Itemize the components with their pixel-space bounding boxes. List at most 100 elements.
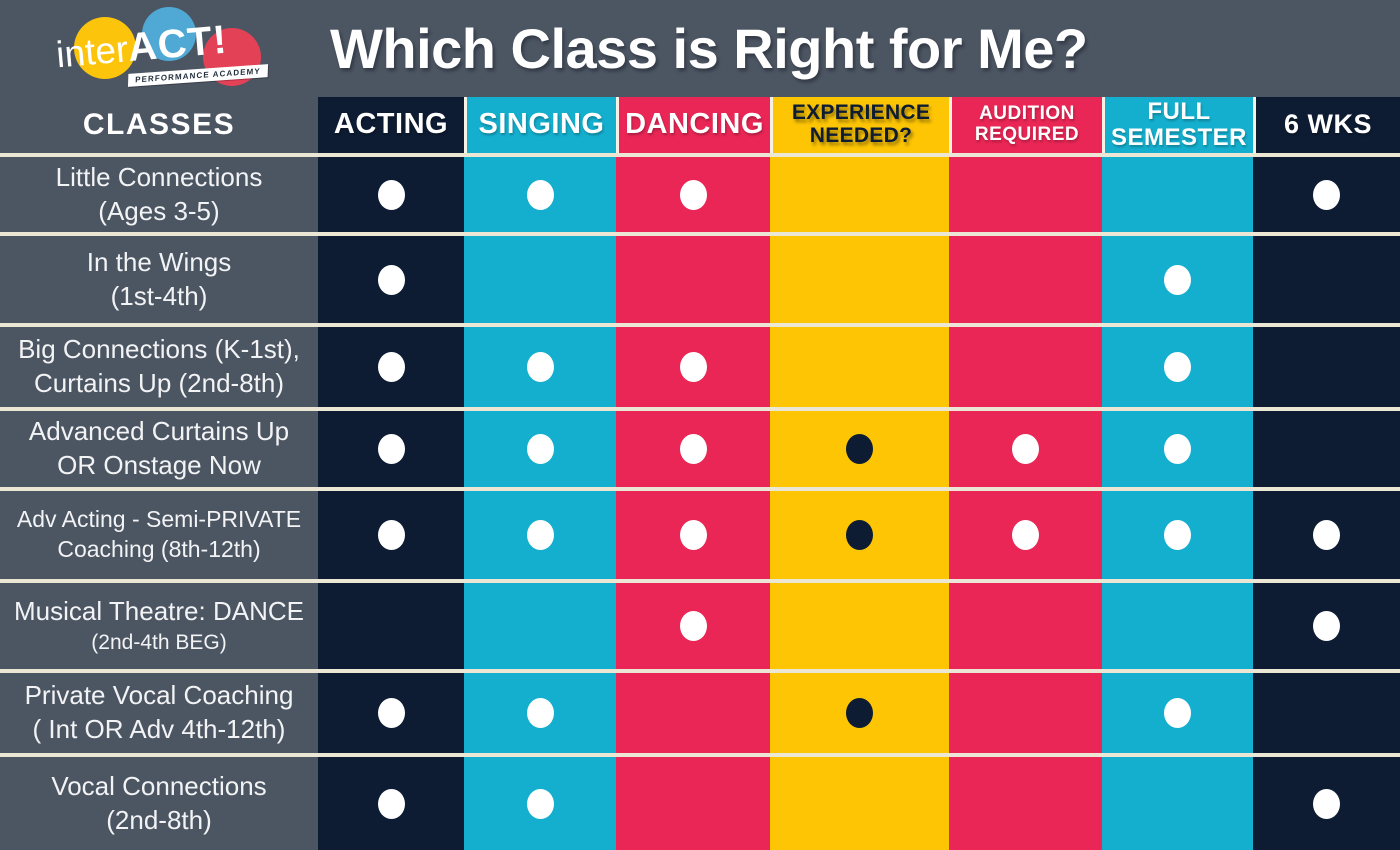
mark-cell-audition [949,753,1102,850]
column-header-label: DANCING [625,108,764,141]
mark-cell-six_weeks [1253,407,1400,487]
mark-cell-experience [770,232,949,323]
column-header-label: ACTING [333,108,449,141]
mark-cell-singing [464,579,616,669]
class-detail: Curtains Up (2nd-8th) [34,368,284,398]
white-dot [526,698,554,728]
class-name: Private Vocal Coaching [24,680,294,711]
logo-blue-circle [142,7,196,61]
mark-cell-experience [770,407,949,487]
column-header-experience: EXPERIENCE NEEDED? [770,97,949,153]
mark-cell-dancing [616,579,770,669]
column-header-label: AUDITION REQUIRED [974,103,1080,145]
mark-cell-six_weeks [1253,753,1400,850]
column-header-label: SINGING [478,108,605,141]
mark-cell-audition [949,579,1102,669]
class-name: Vocal Connections [51,770,267,801]
row-label: Private Vocal Coaching( Int OR Adv 4th-1… [0,669,318,753]
column-header-singing: SINGING [464,97,616,153]
white-dot [526,788,554,819]
mark-cell-audition [949,232,1102,323]
column-header-acting: ACTING [318,97,464,153]
class-name: Big Connections (K-1st), [18,334,300,365]
white-dot [526,179,554,210]
row-label: Vocal Connections (2nd-8th) [0,753,318,850]
mark-cell-singing [464,323,616,407]
white-dot [1313,611,1340,641]
class-detail: OR Onstage Now [57,450,261,480]
mark-cell-acting [318,669,464,753]
dark-dot [846,434,873,464]
mark-cell-singing [464,753,616,850]
mark-cell-six_weeks [1253,153,1400,232]
white-dot [1012,434,1039,464]
class-comparison-table: CLASSES ACTING SINGING DANCING EXPERIENCE NE… [0,97,1400,850]
white-dot [1313,788,1340,819]
interact-logo: interACT! PERFORMANCE ACADEMY [52,3,277,95]
mark-cell-dancing [616,669,770,753]
white-dot [1313,520,1340,550]
mark-cell-experience [770,669,949,753]
class-name: Advanced Curtains Up [28,416,290,447]
mark-cell-singing [464,407,616,487]
white-dot [526,520,554,550]
mark-cell-singing [464,153,616,232]
white-dot [1164,264,1191,295]
white-dot [679,179,707,210]
mark-cell-singing [464,669,616,753]
white-dot [526,352,554,382]
white-dot [679,611,707,641]
mark-cell-audition [949,407,1102,487]
white-dot [679,520,707,550]
mark-cell-acting [318,487,464,579]
mark-cell-full_semester [1102,232,1253,323]
mark-cell-audition [949,153,1102,232]
white-dot [377,179,405,210]
logo-text-inter: inter [54,28,130,76]
mark-cell-full_semester [1102,669,1253,753]
class-detail: (1st-4th) [110,280,208,311]
white-dot [377,698,405,728]
mark-cell-audition [949,669,1102,753]
class-name: Musical Theatre: DANCE [14,596,304,627]
mark-cell-six_weeks [1253,232,1400,323]
class-detail: (2nd-4th BEG) [91,631,227,655]
mark-cell-full_semester [1102,753,1253,850]
white-dot [1164,352,1191,382]
mark-cell-six_weeks [1253,669,1400,753]
class-name: In the Wings [86,246,232,277]
mark-cell-singing [464,232,616,323]
mark-cell-six_weeks [1253,579,1400,669]
mark-cell-full_semester [1102,487,1253,579]
column-header-six_weeks: 6 WKS [1253,97,1400,153]
mark-cell-dancing [616,323,770,407]
white-dot [377,434,405,464]
class-name: Little Connections [55,161,263,192]
row-label: Big Connections (K-1st), Curtains Up (2nd… [0,323,318,407]
class-detail: (Ages 3-5) [98,195,220,226]
mark-cell-full_semester [1102,323,1253,407]
class-name: Adv Acting - Semi-PRIVATE [16,506,302,533]
dark-dot [846,520,873,550]
mark-cell-dancing [616,753,770,850]
row-label: Musical Theatre: DANCE (2nd-4th BEG) [0,579,318,669]
mark-cell-dancing [616,153,770,232]
column-header-dancing: DANCING [616,97,770,153]
column-header-audition: AUDITION REQUIRED [949,97,1102,153]
mark-cell-full_semester [1102,407,1253,487]
mark-cell-singing [464,487,616,579]
white-dot [679,434,707,464]
white-dot [377,264,405,295]
column-header-full_semester: FULL SEMESTER [1102,97,1253,153]
mark-cell-dancing [616,487,770,579]
mark-cell-acting [318,407,464,487]
page-title: Which Class is Right for Me? [330,17,1088,80]
top-banner: interACT! PERFORMANCE ACADEMY Which Clas… [0,0,1400,97]
white-dot [679,352,707,382]
column-header-label: EXPERIENCE NEEDED? [791,101,931,147]
mark-cell-dancing [616,232,770,323]
mark-cell-dancing [616,407,770,487]
mark-cell-six_weeks [1253,323,1400,407]
row-label: In the Wings (1st-4th) [0,232,318,323]
